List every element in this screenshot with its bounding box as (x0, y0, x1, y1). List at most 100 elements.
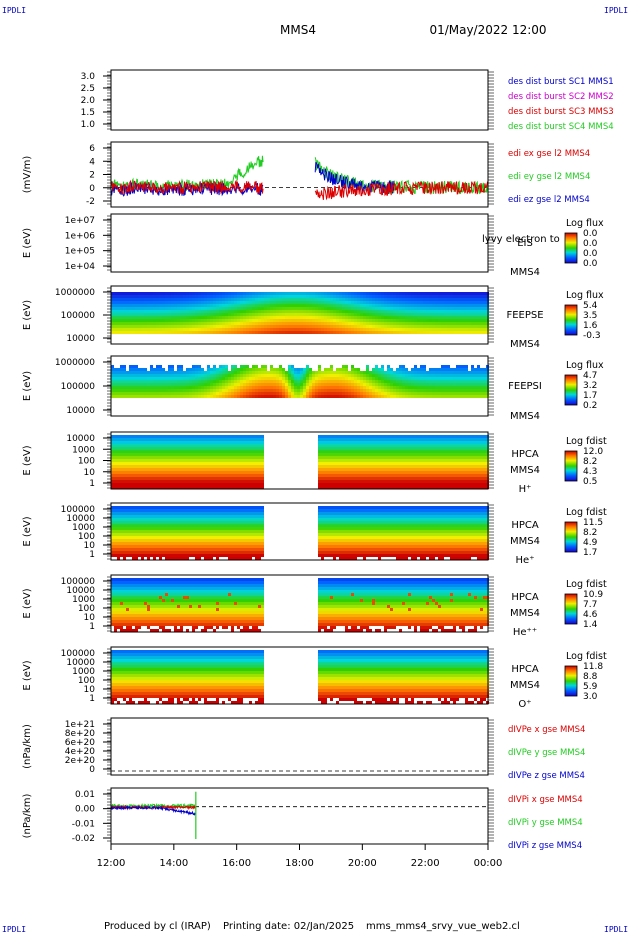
spectrogram-cell (237, 322, 240, 325)
spectrogram-cell (267, 310, 270, 313)
spectrogram-cell (210, 298, 213, 301)
spectrogram-cell (159, 325, 162, 328)
spectrogram-cell (273, 395, 276, 398)
spectrogram-cell (222, 435, 225, 438)
spectrogram-cell (129, 438, 132, 441)
spectrogram-cell (117, 307, 120, 310)
spectrogram-cell (423, 365, 426, 368)
spectrogram-cell (240, 392, 243, 395)
spectrogram-cell (435, 313, 438, 316)
spectrogram-cell (435, 374, 438, 377)
spectrogram-cell (369, 386, 372, 389)
spectrogram-cell (126, 380, 129, 383)
spectrogram-cell (309, 331, 312, 334)
spectrogram-cell (318, 477, 321, 480)
spectrogram-cell (405, 307, 408, 310)
spectrogram-cell (114, 319, 117, 322)
spectrogram-cell (477, 371, 480, 374)
spectrogram-cell (396, 292, 399, 295)
spectrogram-cell (459, 328, 462, 331)
spectrogram-cell (315, 380, 318, 383)
spectrogram-cell (333, 459, 336, 462)
spectrogram-cell (285, 374, 288, 377)
spectrogram-cell (222, 328, 225, 331)
spectrogram-cell (189, 462, 192, 465)
spectrogram-cell (342, 483, 345, 486)
spectrogram-cell (114, 298, 117, 301)
spectrogram-cell (369, 331, 372, 334)
spectrogram-cell (312, 304, 315, 307)
spectrogram-cell (150, 462, 153, 465)
spectrogram-cell (231, 444, 234, 447)
spectrogram-cell (339, 322, 342, 325)
spectrogram-cell (312, 325, 315, 328)
spectrogram-cell (168, 295, 171, 298)
spectrogram-cell (162, 307, 165, 310)
spectrogram-cell (147, 316, 150, 319)
spectrogram-cell (387, 435, 390, 438)
spectrogram-cell (324, 471, 327, 474)
spectrogram-cell (378, 435, 381, 438)
spectrogram-cell (114, 377, 117, 380)
spectrogram-cell (249, 462, 252, 465)
overlay-text: lyvy electron to (482, 234, 560, 245)
spectrogram-cell (477, 316, 480, 319)
spectrogram-cell (255, 441, 258, 444)
spectrogram-cell (312, 316, 315, 319)
spectrogram-cell (207, 444, 210, 447)
spectrogram-cell (276, 298, 279, 301)
spectrogram-cell (159, 441, 162, 444)
spectrogram-cell (402, 471, 405, 474)
spectrogram-cell (459, 374, 462, 377)
spectrogram-cell (351, 477, 354, 480)
spectrogram-cell (291, 392, 294, 395)
spectrogram-cell (369, 477, 372, 480)
spectrogram-cell (291, 328, 294, 331)
spectrogram-cell (369, 316, 372, 319)
spectrogram-cell (330, 447, 333, 450)
spectrogram-cell (309, 383, 312, 386)
spectrogram-cell (201, 480, 204, 483)
spectrogram-cell (243, 465, 246, 468)
spectrogram-cell (396, 313, 399, 316)
spectrogram-cell (123, 310, 126, 313)
spectrogram-cell (348, 386, 351, 389)
spectrogram-cell (429, 386, 432, 389)
spectrogram-cell (258, 459, 261, 462)
spectrogram-cell (330, 365, 333, 368)
spectrogram-cell (240, 377, 243, 380)
spectrogram-cell (336, 319, 339, 322)
spectrogram-cell (114, 465, 117, 468)
spectrogram-cell (201, 325, 204, 328)
spectrogram-cell (342, 468, 345, 471)
spectrogram-cell (378, 438, 381, 441)
spectrogram-cell (345, 438, 348, 441)
spectrogram-cell (378, 480, 381, 483)
spectrogram-cell (378, 447, 381, 450)
spectrogram-cell (297, 371, 300, 374)
spectrogram-cell (360, 441, 363, 444)
spectrogram-cell (390, 450, 393, 453)
spectrogram-cell (123, 301, 126, 304)
spectrogram-cell (477, 368, 480, 371)
spectrogram-cell (126, 371, 129, 374)
spectrogram-cell (228, 468, 231, 471)
spectrogram-cell (195, 295, 198, 298)
spectrogram-cell (348, 471, 351, 474)
spectrogram-cell (129, 441, 132, 444)
spectrogram-cell (483, 313, 486, 316)
spectrogram-cell (318, 438, 321, 441)
spectrogram-cell (390, 383, 393, 386)
spectrogram-cell (387, 322, 390, 325)
spectrogram-cell (114, 389, 117, 392)
spectrogram-cell (261, 450, 264, 453)
spectrogram-cell (459, 371, 462, 374)
spectrogram-cell (261, 313, 264, 316)
spectrogram-cell (414, 304, 417, 307)
spectrogram-cell (177, 380, 180, 383)
spectrogram-cell (219, 331, 222, 334)
spectrogram-cell (348, 447, 351, 450)
spectrogram-cell (357, 459, 360, 462)
spectrogram-cell (321, 325, 324, 328)
spectrogram-cell (318, 453, 321, 456)
